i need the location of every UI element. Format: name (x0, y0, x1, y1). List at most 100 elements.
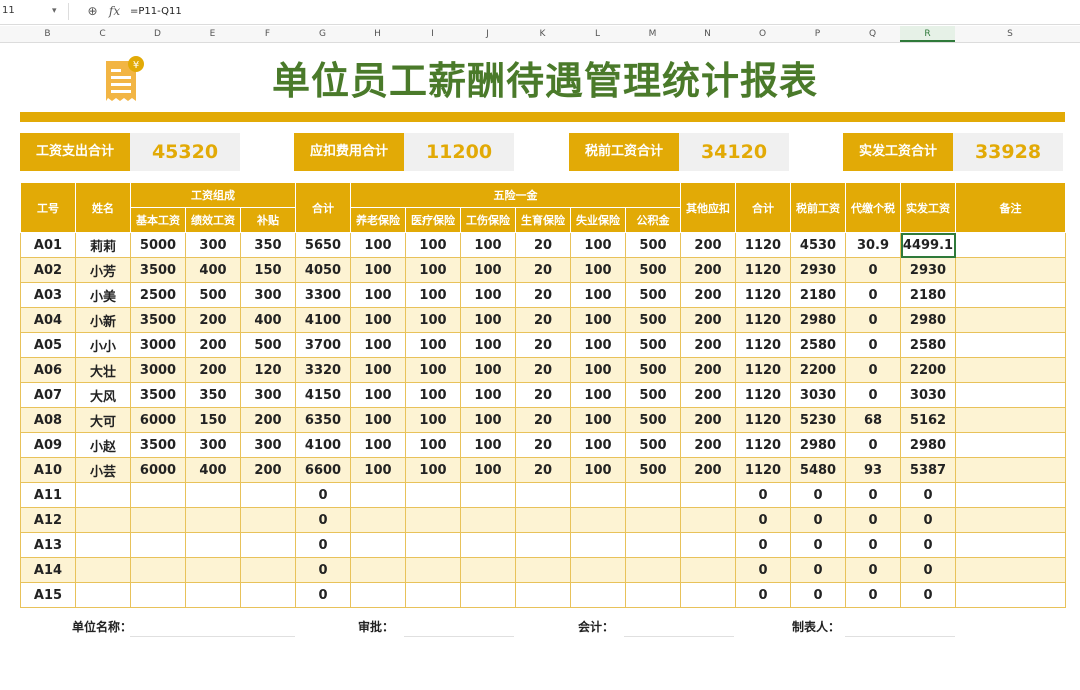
table-cell[interactable]: A11 (20, 482, 76, 508)
table-cell[interactable]: 0 (845, 432, 901, 458)
table-cell[interactable]: 500 (625, 407, 681, 433)
table-cell[interactable]: 500 (625, 382, 681, 408)
table-cell[interactable]: 2930 (900, 257, 956, 283)
table-cell[interactable]: 0 (295, 532, 351, 558)
table-cell[interactable]: 0 (845, 532, 901, 558)
table-cell[interactable]: 0 (790, 532, 846, 558)
table-cell[interactable]: 100 (570, 407, 626, 433)
table-cell[interactable]: 500 (625, 357, 681, 383)
table-cell[interactable] (625, 507, 681, 533)
table-cell[interactable]: A14 (20, 557, 76, 583)
table-cell[interactable] (955, 382, 1066, 408)
table-cell[interactable]: 2180 (900, 282, 956, 308)
table-cell[interactable] (955, 307, 1066, 333)
table-cell[interactable] (955, 507, 1066, 533)
footer-accountant-field[interactable] (624, 636, 734, 637)
table-cell[interactable]: A02 (20, 257, 76, 283)
table-cell[interactable]: 100 (350, 232, 406, 258)
table-cell[interactable]: 小新 (75, 307, 131, 333)
table-cell[interactable]: 大可 (75, 407, 131, 433)
table-cell[interactable]: 6000 (130, 407, 186, 433)
table-cell[interactable]: 100 (460, 257, 516, 283)
table-cell[interactable]: 1120 (735, 407, 791, 433)
table-cell[interactable] (185, 557, 241, 583)
table-cell[interactable] (185, 482, 241, 508)
table-cell[interactable]: 3500 (130, 307, 186, 333)
table-cell[interactable]: 0 (735, 532, 791, 558)
footer-unit-name-field[interactable] (130, 636, 295, 637)
table-cell[interactable] (515, 507, 571, 533)
table-cell[interactable]: 200 (680, 457, 736, 483)
table-cell[interactable]: 5230 (790, 407, 846, 433)
summary-value-pretax-total[interactable]: 34120 (679, 133, 789, 171)
table-cell[interactable]: 6350 (295, 407, 351, 433)
table-cell[interactable] (405, 507, 461, 533)
table-cell[interactable]: 0 (735, 582, 791, 608)
table-cell[interactable]: 6600 (295, 457, 351, 483)
column-header-p[interactable]: P (814, 29, 821, 39)
column-header-q[interactable]: Q (868, 29, 877, 39)
table-cell[interactable] (460, 482, 516, 508)
table-cell[interactable]: 4100 (295, 432, 351, 458)
table-cell[interactable]: 4530 (790, 232, 846, 258)
table-cell[interactable] (350, 482, 406, 508)
table-cell[interactable]: 100 (570, 232, 626, 258)
table-cell[interactable]: 6000 (130, 457, 186, 483)
table-cell[interactable]: 0 (900, 582, 956, 608)
table-cell[interactable]: 20 (515, 307, 571, 333)
table-cell[interactable]: 300 (185, 432, 241, 458)
table-cell[interactable] (625, 557, 681, 583)
table-cell[interactable]: 200 (680, 282, 736, 308)
table-cell[interactable]: 100 (405, 357, 461, 383)
table-cell[interactable]: 300 (185, 232, 241, 258)
table-cell[interactable] (75, 507, 131, 533)
table-cell[interactable]: A09 (20, 432, 76, 458)
table-cell[interactable]: 3030 (790, 382, 846, 408)
table-cell[interactable] (955, 432, 1066, 458)
table-cell[interactable] (240, 507, 296, 533)
table-cell[interactable]: 200 (185, 357, 241, 383)
table-cell[interactable] (955, 332, 1066, 358)
table-cell[interactable] (75, 557, 131, 583)
table-cell[interactable]: 120 (240, 357, 296, 383)
table-cell[interactable] (570, 557, 626, 583)
table-cell[interactable]: 2930 (790, 257, 846, 283)
table-cell[interactable]: 1120 (735, 232, 791, 258)
table-cell[interactable] (130, 482, 186, 508)
table-cell[interactable]: 小美 (75, 282, 131, 308)
column-header-o[interactable]: O (758, 29, 767, 39)
table-cell[interactable]: 0 (845, 257, 901, 283)
table-cell[interactable] (350, 532, 406, 558)
table-cell[interactable]: A13 (20, 532, 76, 558)
table-cell[interactable] (680, 557, 736, 583)
table-cell[interactable] (130, 532, 186, 558)
table-cell[interactable]: 3500 (130, 382, 186, 408)
table-cell[interactable]: 500 (625, 232, 681, 258)
table-cell[interactable]: 100 (570, 357, 626, 383)
table-cell[interactable]: 500 (625, 307, 681, 333)
column-header-d[interactable]: D (154, 29, 161, 39)
table-cell[interactable]: 1120 (735, 332, 791, 358)
table-cell[interactable]: 2500 (130, 282, 186, 308)
table-cell[interactable] (185, 532, 241, 558)
table-cell[interactable] (405, 582, 461, 608)
table-cell[interactable]: 100 (460, 382, 516, 408)
table-cell[interactable]: A01 (20, 232, 76, 258)
table-cell[interactable]: 100 (460, 282, 516, 308)
table-cell[interactable]: 20 (515, 357, 571, 383)
table-cell[interactable] (625, 482, 681, 508)
table-cell[interactable] (185, 507, 241, 533)
table-cell[interactable]: 300 (240, 382, 296, 408)
table-cell[interactable]: 2980 (900, 432, 956, 458)
table-cell[interactable] (955, 407, 1066, 433)
table-cell[interactable]: 100 (405, 332, 461, 358)
table-cell[interactable]: 500 (625, 257, 681, 283)
summary-value-deduct-total[interactable]: 11200 (404, 133, 514, 171)
table-cell[interactable] (955, 282, 1066, 308)
table-cell[interactable]: 0 (735, 482, 791, 508)
table-cell[interactable]: 300 (240, 432, 296, 458)
table-cell[interactable]: 100 (350, 332, 406, 358)
table-cell[interactable] (460, 532, 516, 558)
table-cell[interactable] (955, 532, 1066, 558)
column-header-e[interactable]: E (209, 29, 216, 39)
